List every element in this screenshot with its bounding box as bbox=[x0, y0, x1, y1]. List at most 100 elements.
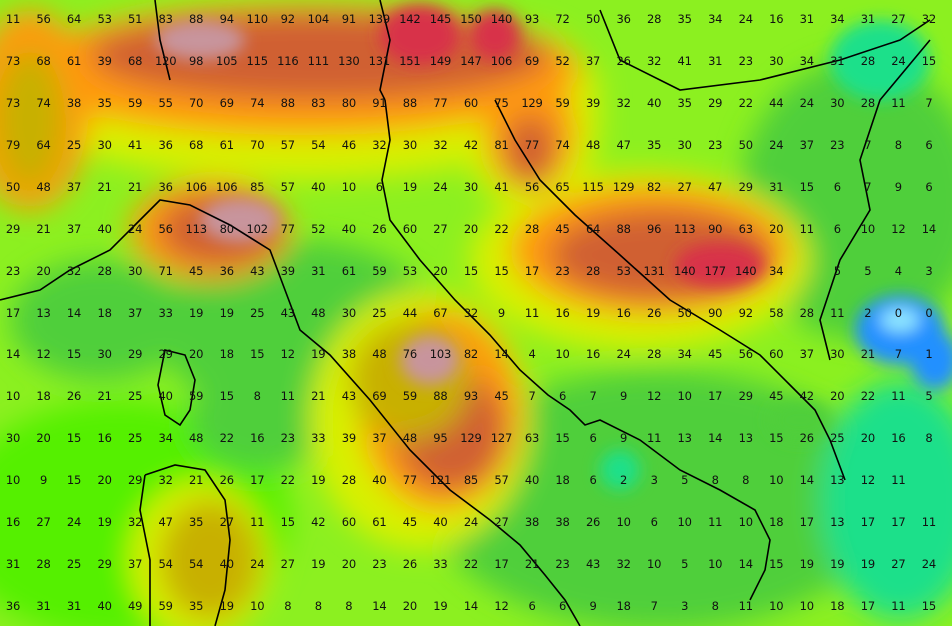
coastlines bbox=[0, 0, 931, 626]
grid-value: 49 bbox=[127, 599, 143, 614]
grid-value: 88 bbox=[433, 389, 448, 404]
grid-value: 37 bbox=[372, 431, 387, 446]
grid-value: 30 bbox=[463, 179, 479, 194]
grid-value: 36 bbox=[158, 179, 173, 194]
grid-value: 3 bbox=[681, 599, 689, 614]
grid-value: 10 bbox=[555, 347, 570, 362]
grid-value: 47 bbox=[616, 137, 631, 152]
grid-value: 10 bbox=[677, 515, 692, 530]
grid-value: 30 bbox=[677, 137, 692, 152]
grid-value: 28 bbox=[585, 263, 601, 278]
grid-value: 38 bbox=[555, 515, 570, 530]
grid-value: 53 bbox=[402, 263, 417, 278]
grid-value: 32 bbox=[616, 95, 631, 110]
grid-value: 13 bbox=[830, 515, 845, 530]
grid-value: 37 bbox=[127, 557, 143, 572]
coastline bbox=[381, 99, 771, 601]
grid-value: 33 bbox=[311, 431, 326, 446]
grid-value: 32 bbox=[433, 137, 448, 152]
grid-value: 38 bbox=[66, 95, 82, 110]
grid-value: 150 bbox=[460, 12, 482, 26]
grid-value: 18 bbox=[219, 347, 234, 362]
grid-value: 32 bbox=[158, 473, 173, 488]
grid-value: 45 bbox=[708, 347, 723, 362]
grid-value: 25 bbox=[830, 431, 845, 446]
grid-value: 17 bbox=[494, 557, 509, 572]
grid-value: 15 bbox=[219, 389, 234, 404]
grid-value: 90 bbox=[708, 305, 723, 320]
grid-value: 6 bbox=[833, 221, 841, 236]
grid-value: 36 bbox=[5, 599, 21, 614]
grid-value: 142 bbox=[399, 12, 421, 26]
grid-value: 15 bbox=[555, 431, 570, 446]
grid-value: 63 bbox=[738, 221, 753, 236]
grid-value: 23 bbox=[738, 53, 753, 68]
grid-value: 29 bbox=[5, 221, 21, 236]
grid-value: 94 bbox=[219, 12, 234, 26]
grid-value: 5 bbox=[681, 557, 689, 572]
grid-value: 6 bbox=[833, 179, 841, 194]
field-region bbox=[200, 198, 280, 242]
grid-value: 40 bbox=[433, 515, 448, 530]
grid-value: 131 bbox=[368, 53, 391, 68]
grid-value: 19 bbox=[585, 305, 601, 320]
grid-value: 57 bbox=[280, 137, 295, 152]
grid-value: 34 bbox=[708, 12, 723, 26]
grid-value: 48 bbox=[311, 305, 326, 320]
grid-value: 113 bbox=[185, 221, 207, 236]
grid-value: 7 bbox=[894, 347, 902, 362]
grid-value: 20 bbox=[97, 473, 112, 488]
grid-value: 14 bbox=[494, 347, 509, 362]
grid-value: 104 bbox=[307, 12, 330, 26]
grid-value: 76 bbox=[402, 347, 417, 362]
grid-value: 31 bbox=[5, 557, 21, 572]
grid-value: 31 bbox=[860, 12, 875, 26]
grid-value: 23 bbox=[280, 431, 295, 446]
grid-value: 35 bbox=[97, 95, 112, 110]
grid-value: 10 bbox=[341, 179, 356, 194]
grid-value: 70 bbox=[250, 137, 265, 152]
grid-value: 42 bbox=[311, 515, 326, 530]
grid-value: 27 bbox=[891, 12, 906, 26]
grid-value: 72 bbox=[555, 12, 570, 26]
grid-value: 33 bbox=[158, 305, 173, 320]
grid-value: 140 bbox=[673, 263, 696, 278]
grid-value: 26 bbox=[219, 473, 234, 488]
grid-value: 48 bbox=[36, 179, 51, 194]
grid-value: 20 bbox=[36, 431, 51, 446]
grid-value: 40 bbox=[158, 389, 173, 404]
grid-value: 27 bbox=[891, 557, 906, 572]
grid-value: 31 bbox=[708, 53, 723, 68]
grid-value: 12 bbox=[647, 389, 662, 404]
grid-value: 151 bbox=[399, 53, 421, 68]
grid-value: 41 bbox=[677, 53, 692, 68]
grid-value: 67 bbox=[433, 305, 448, 320]
grid-value: 36 bbox=[158, 137, 173, 152]
grid-value: 7 bbox=[528, 389, 536, 404]
grid-value: 31 bbox=[66, 599, 82, 614]
grid-value: 17 bbox=[524, 263, 540, 278]
grid-value: 77 bbox=[524, 137, 540, 152]
grid-value: 79 bbox=[5, 137, 21, 152]
grid-value: 20 bbox=[860, 431, 875, 446]
grid-value: 20 bbox=[189, 347, 204, 362]
grid-value: 24 bbox=[127, 221, 143, 236]
grid-value: 60 bbox=[402, 221, 417, 236]
grid-value: 14 bbox=[463, 599, 479, 614]
grid-value: 26 bbox=[616, 53, 631, 68]
grid-value: 69 bbox=[524, 53, 540, 68]
grid-value: 11 bbox=[891, 473, 906, 488]
grid-value: 20 bbox=[830, 389, 845, 404]
grid-value: 77 bbox=[402, 473, 417, 488]
grid-value: 37 bbox=[127, 305, 143, 320]
grid-value: 21 bbox=[97, 389, 112, 404]
grid-value: 5 bbox=[833, 263, 841, 278]
grid-value: 37 bbox=[799, 347, 814, 362]
grid-value: 36 bbox=[219, 263, 234, 278]
field-region bbox=[190, 370, 330, 470]
grid-value: 14 bbox=[372, 599, 387, 614]
grid-value: 34 bbox=[769, 263, 784, 278]
field-region bbox=[10, 260, 190, 380]
grid-value: 88 bbox=[189, 12, 204, 26]
